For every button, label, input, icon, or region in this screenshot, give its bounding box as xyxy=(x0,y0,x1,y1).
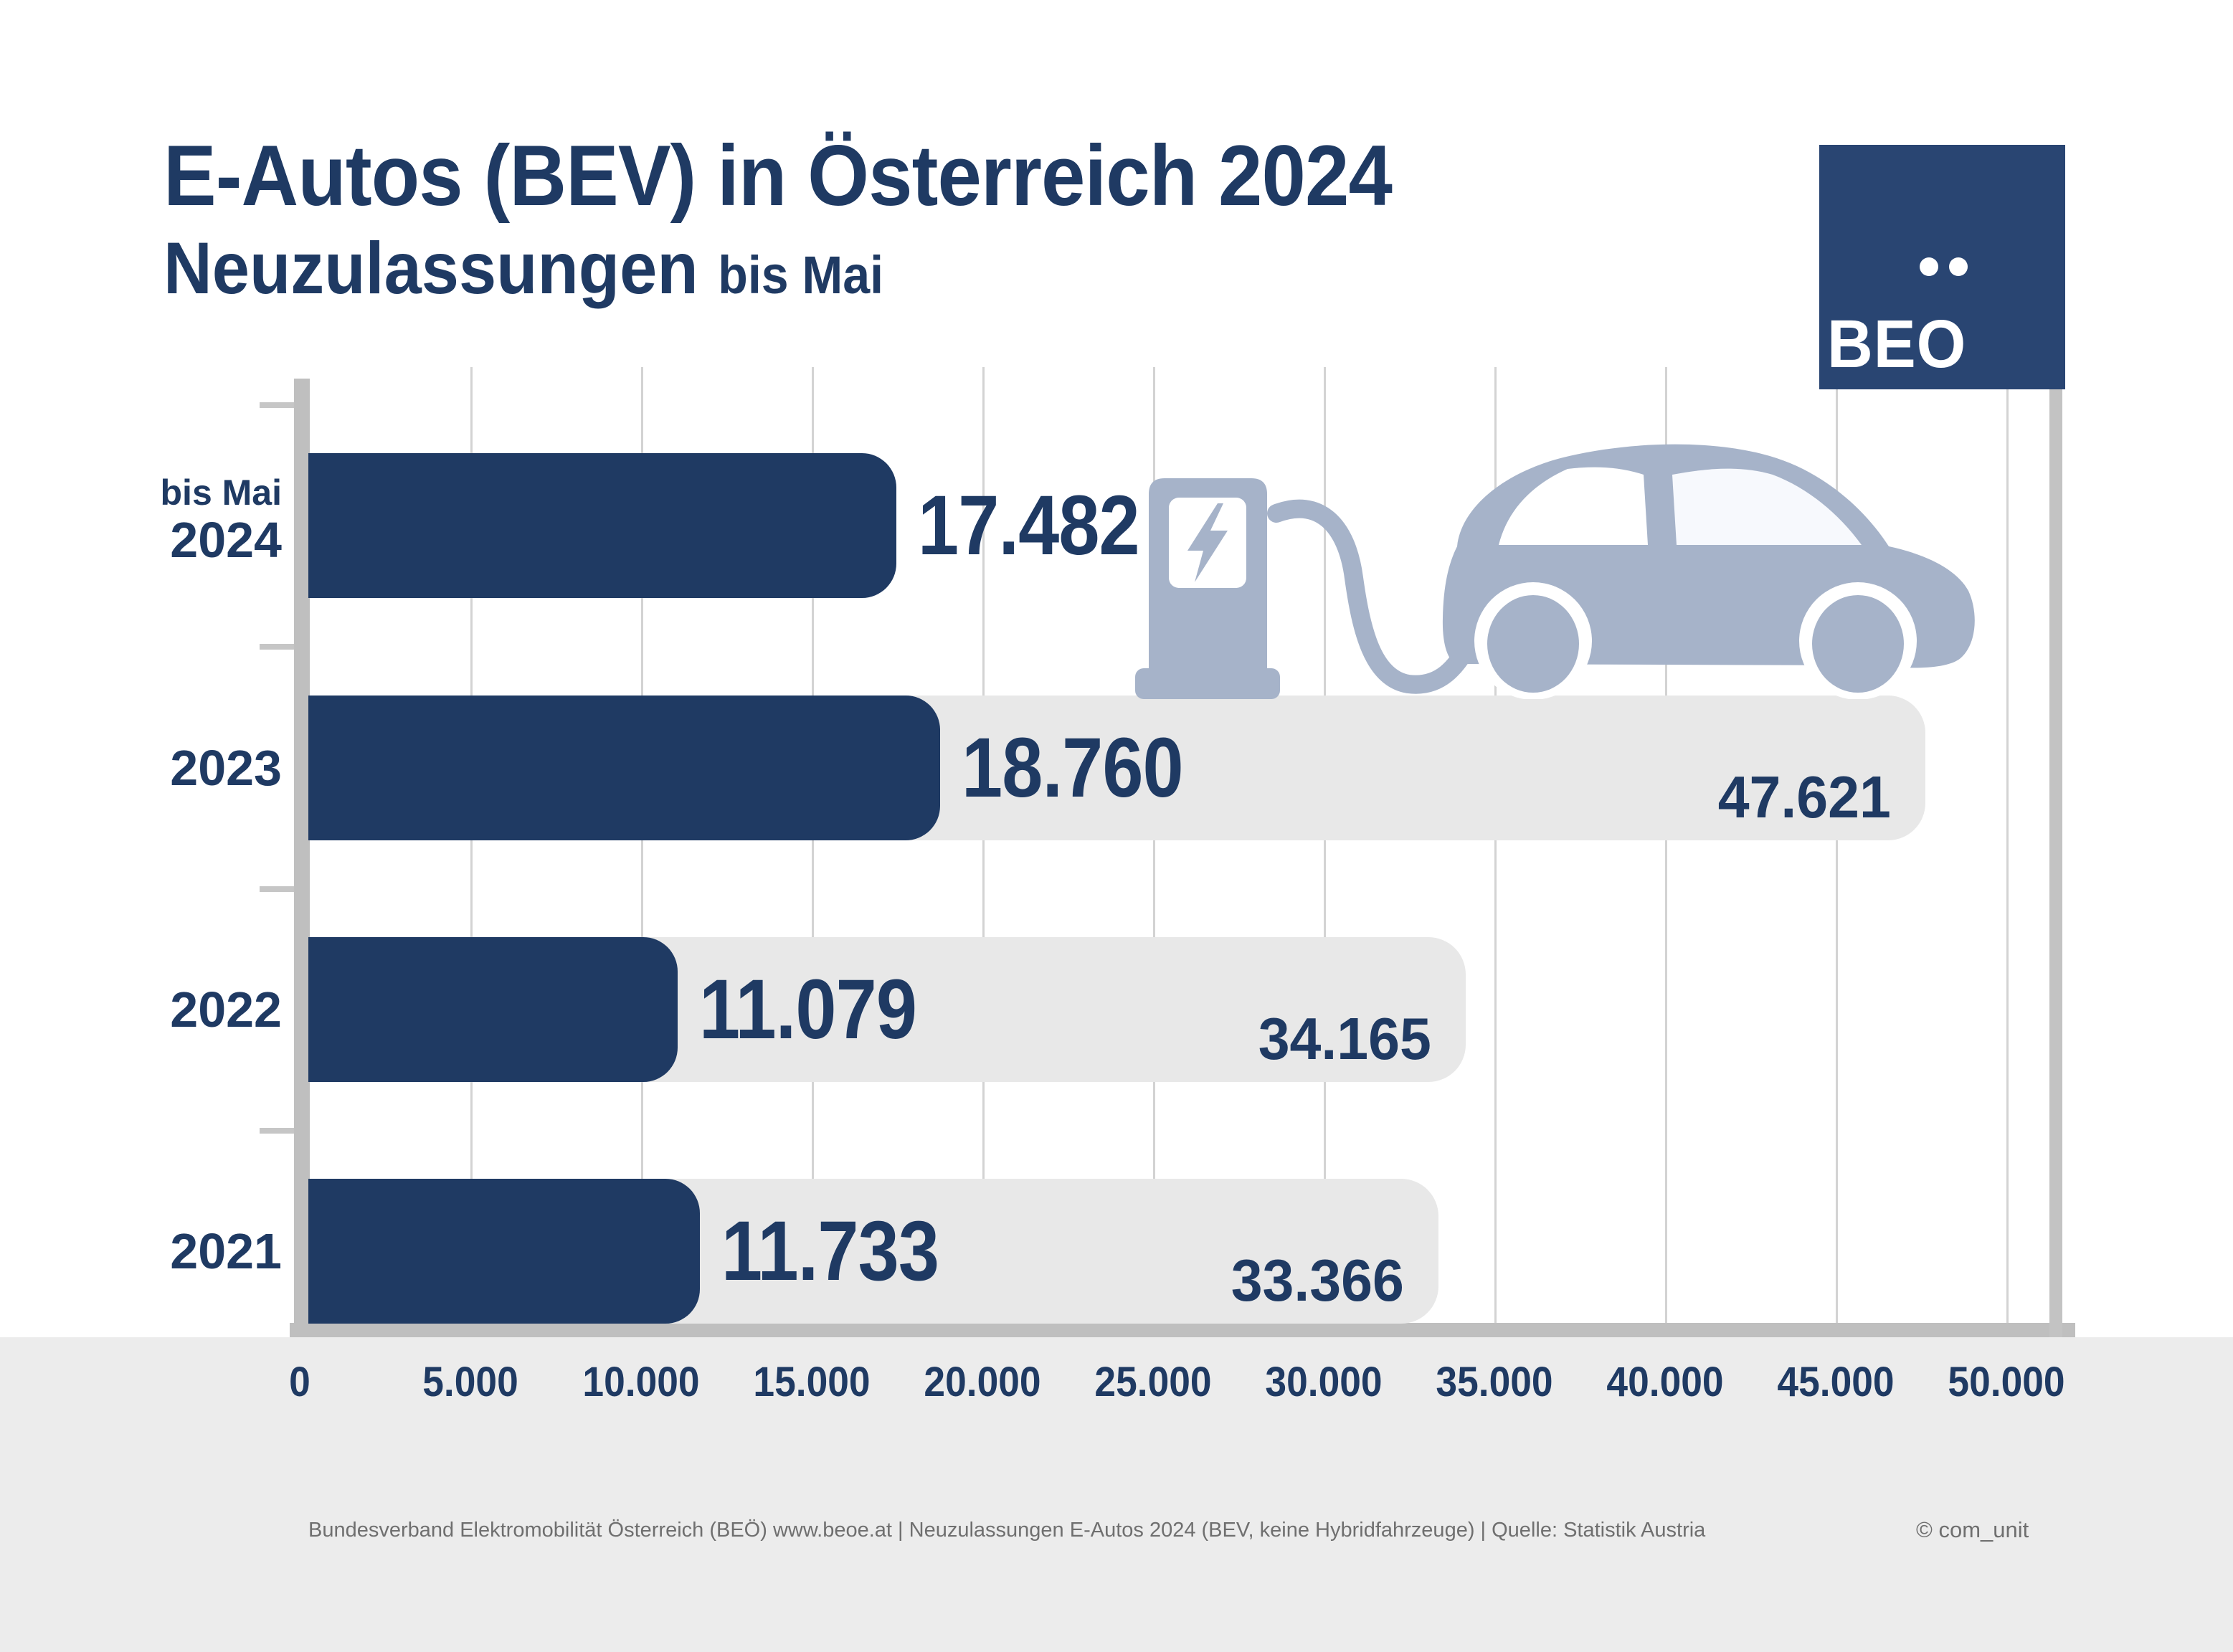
gridline xyxy=(812,367,814,1323)
subtitle-suffix: bis Mai xyxy=(718,245,884,305)
plot-right-border xyxy=(2049,379,2062,1337)
bar-row-2024: 17.482 xyxy=(308,453,2173,598)
y-axis-line xyxy=(294,379,310,1337)
gridline xyxy=(1324,367,1326,1323)
gridline xyxy=(982,367,985,1323)
x-tick-label: 0 xyxy=(289,1359,310,1405)
bar-row-2021: 33.366 11.733 xyxy=(308,1179,2173,1324)
partial-value-label: 11.079 xyxy=(699,962,917,1057)
partial-value-label: 17.482 xyxy=(918,478,1140,573)
category-label-2021: 2021 xyxy=(170,1223,282,1279)
umlaut-dot-icon xyxy=(1920,257,1938,276)
page-title: E-Autos (BEV) in Österreich 2024 xyxy=(163,128,1393,224)
x-tick-label: 30.000 xyxy=(1265,1359,1383,1405)
partial-value-label: 18.760 xyxy=(962,721,1184,815)
logo-text: BEO xyxy=(1827,306,1967,382)
x-tick-label: 35.000 xyxy=(1436,1359,1553,1405)
x-tick-label: 45.000 xyxy=(1777,1359,1895,1405)
x-tick-label: 25.000 xyxy=(1094,1359,1212,1405)
beo-logo: BEO xyxy=(1819,145,2065,389)
gridline xyxy=(470,367,473,1323)
copyright-text: © com_unit xyxy=(1916,1517,2029,1542)
category-label-2023: 2023 xyxy=(170,740,282,796)
footer-band xyxy=(0,1337,2233,1652)
gridline xyxy=(641,367,643,1323)
total-value-label: 33.366 xyxy=(1231,1247,1404,1314)
partial-year-bar xyxy=(308,696,940,840)
page-subtitle: Neuzulassungen bis Mai xyxy=(163,227,883,310)
total-value-label: 34.165 xyxy=(1258,1005,1431,1072)
x-tick-label: 5.000 xyxy=(422,1359,518,1405)
y-axis-tick xyxy=(260,1128,294,1134)
source-text: Bundesverband Elektromobilität Österreic… xyxy=(308,1519,1706,1542)
partial-year-bar xyxy=(308,1179,700,1324)
gridline xyxy=(2006,367,2009,1323)
y-axis-tick xyxy=(260,886,294,892)
gridline xyxy=(1494,367,1497,1323)
category-year: 2024 xyxy=(170,512,282,568)
partial-value-label: 11.733 xyxy=(721,1204,939,1299)
x-tick-label: 15.000 xyxy=(753,1359,871,1405)
category-prefix: bis Mai xyxy=(160,473,282,513)
x-tick-label: 50.000 xyxy=(1948,1359,2065,1405)
subtitle-main: Neuzulassungen xyxy=(163,227,698,309)
bar-row-2023: 47.621 18.760 xyxy=(308,696,2173,840)
category-label-2024: bis Mai 2024 xyxy=(161,472,282,566)
umlaut-dot-icon xyxy=(1949,257,1968,276)
x-tick-label: 10.000 xyxy=(582,1359,700,1405)
partial-year-bar xyxy=(308,453,896,598)
y-axis-tick xyxy=(260,402,294,408)
x-tick-label: 20.000 xyxy=(924,1359,1041,1405)
category-label-2022: 2022 xyxy=(170,982,282,1038)
y-axis-tick xyxy=(260,644,294,650)
partial-year-bar xyxy=(308,937,678,1082)
bar-row-2022: 34.165 11.079 xyxy=(308,937,2173,1082)
gridline xyxy=(1153,367,1155,1323)
x-tick-label: 40.000 xyxy=(1606,1359,1724,1405)
gridline xyxy=(1665,367,1667,1323)
gridline xyxy=(1836,367,1838,1323)
x-axis-line xyxy=(290,1323,2075,1337)
total-value-label: 47.621 xyxy=(1717,764,1891,830)
